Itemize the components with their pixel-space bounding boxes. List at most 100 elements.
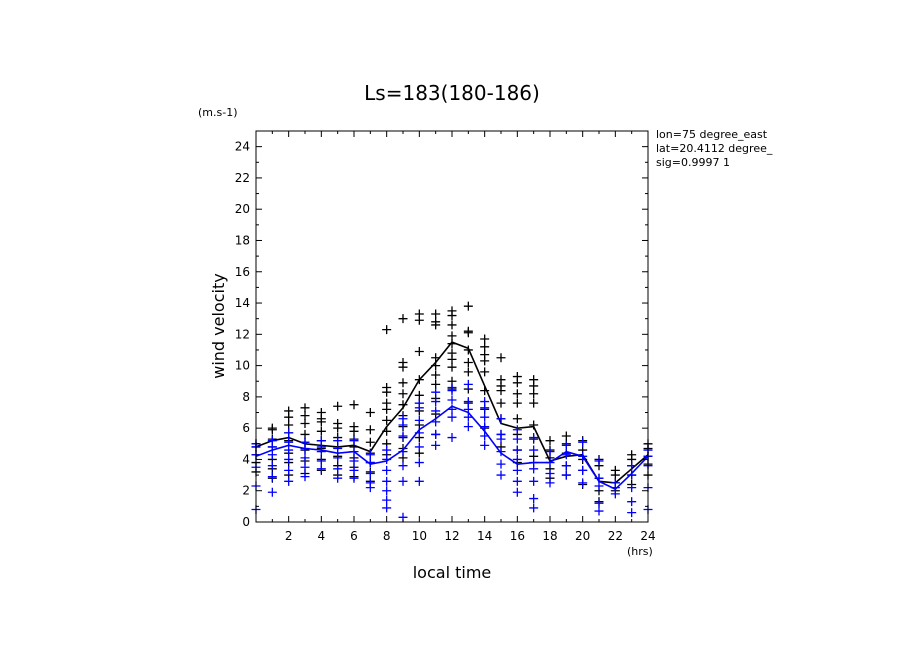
plus-marker [398,461,408,471]
plus-marker [398,476,408,486]
plus-marker [447,331,457,341]
plus-marker [512,465,522,475]
plus-marker [627,461,637,471]
chart-title: Ls=183(180-186) [364,81,540,105]
plus-marker [594,456,604,466]
annotation-block: lon=75 degree_east lat=20.4112 degree_ s… [656,128,773,169]
plus-marker [284,406,294,416]
plus-marker [447,433,457,443]
plus-marker [300,429,310,439]
annotation-lon: lon=75 degree_east [656,128,768,141]
y-tick-label: 22 [235,171,250,185]
plus-marker [447,348,457,358]
plus-marker [316,426,326,436]
plus-marker [447,395,457,405]
plus-marker [447,320,457,330]
plus-marker [365,478,375,488]
plus-marker [267,461,277,471]
plus-marker [545,469,555,479]
plus-marker [349,473,359,483]
plus-marker [349,436,359,446]
plus-marker [447,362,457,372]
plus-marker [382,503,392,513]
y-tick-label: 10 [235,359,250,373]
plus-marker [414,458,424,468]
plus-marker [512,372,522,382]
plus-marker [545,447,555,457]
plus-marker [463,301,473,311]
plus-marker [316,436,326,446]
plus-marker [480,342,490,352]
x-tick-label: 18 [542,529,557,543]
plus-marker [365,408,375,418]
y-tick-label: 14 [235,296,250,310]
y-axis-label: wind velocity [209,273,228,378]
plus-marker [463,367,473,377]
plus-marker [431,397,441,407]
plus-marker [316,408,326,418]
plus-marker [480,367,490,377]
plus-marker [333,401,343,411]
plus-marker [333,453,343,463]
mean-line [255,405,649,491]
plus-marker [365,469,375,479]
plus-marker [529,375,539,385]
plus-marker [349,456,359,466]
plus-marker [512,476,522,486]
plus-marker [414,442,424,452]
plus-marker [398,389,408,399]
annotation-sig: sig=0.9997 1 [656,156,730,169]
plus-marker [480,412,490,422]
plus-marker [463,397,473,407]
plus-marker [529,445,539,455]
plus-marker [414,309,424,319]
y-tick-label: 4 [242,452,250,466]
x-tick-label: 12 [444,529,459,543]
plus-marker [267,487,277,497]
plus-marker [447,382,457,392]
plus-marker [480,334,490,344]
y-tick-label: 18 [235,233,250,247]
plus-marker [512,425,522,435]
plus-marker [512,398,522,408]
plus-marker [382,465,392,475]
plus-marker [414,415,424,425]
plus-marker [496,459,506,469]
x-tick-label: 22 [608,529,623,543]
annotation-lat: lat=20.4112 degree_ [656,142,773,155]
plus-marker [496,447,506,457]
plus-marker [431,406,441,416]
plus-marker [578,437,588,447]
plus-marker [431,309,441,319]
plus-marker [316,456,326,466]
plus-marker [414,390,424,400]
plus-marker [284,445,294,455]
plus-marker [398,414,408,424]
plus-marker [610,478,620,488]
series-1 [251,379,653,522]
plus-marker [333,443,343,453]
y-tick-label: 16 [235,265,250,279]
plus-marker [627,483,637,493]
x-tick-label: 4 [318,529,326,543]
plus-marker [594,481,604,491]
x-tick-label: 24 [640,529,655,543]
plus-marker [431,440,441,450]
plus-marker [447,412,457,422]
plus-marker [398,314,408,324]
plus-marker [480,422,490,432]
plus-marker [382,445,392,455]
plus-marker [382,398,392,408]
plus-marker [512,454,522,464]
plus-marker [512,487,522,497]
plus-marker [512,389,522,399]
plus-marker [496,429,506,439]
plus-marker [529,433,539,443]
plus-marker [561,470,571,480]
plus-marker [300,462,310,472]
plus-marker [431,429,441,439]
plus-marker [512,445,522,455]
plus-marker [496,470,506,480]
plus-marker [463,422,473,432]
